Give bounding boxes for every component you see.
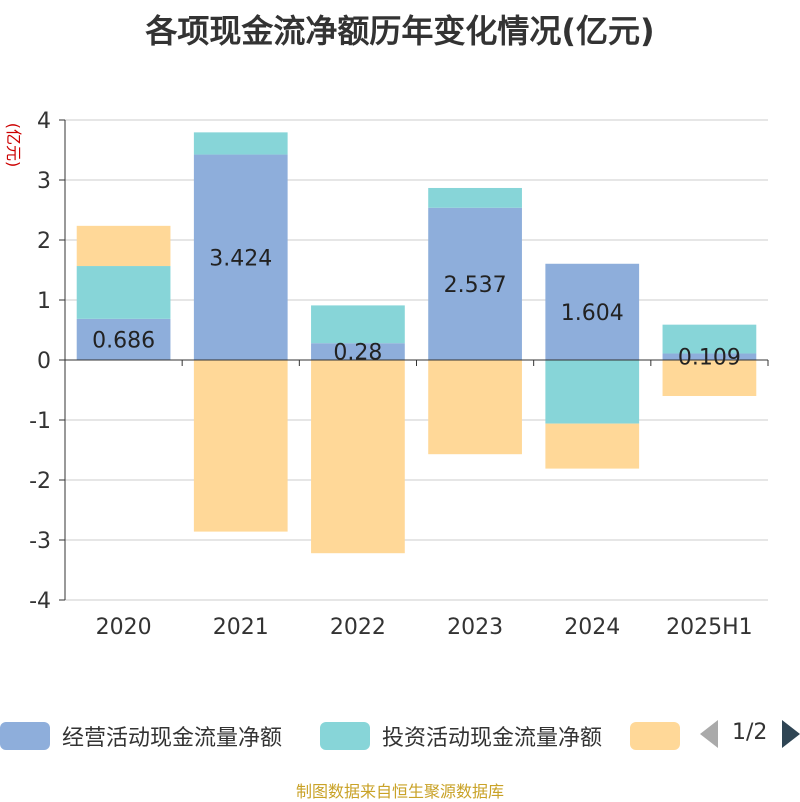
pager-text: 1/2 [732, 720, 768, 745]
y-tick-label: 1 [37, 289, 51, 314]
y-tick-label: -1 [29, 409, 51, 434]
legend-label-investing: 投资活动现金流量净额 [382, 726, 603, 751]
legend-swatch-financing [630, 722, 680, 750]
bar-2022-series-2 [311, 360, 405, 554]
bar-2021-series-2 [193, 360, 288, 532]
bar-2022-series-1 [311, 305, 405, 344]
y-tick-label: -4 [29, 589, 51, 614]
x-tick-label: 2024 [564, 615, 620, 640]
y-tick-label: 0 [37, 349, 51, 374]
bar-2022-series-0 [311, 343, 405, 360]
x-tick-label: 2020 [96, 615, 152, 640]
bar-2020-series-0 [76, 318, 171, 360]
bar-2020-series-1 [76, 266, 171, 319]
bar-2025H1-series-1 [662, 324, 757, 354]
bar-2023-series-0 [428, 207, 522, 360]
bar-2021-series-1 [193, 132, 288, 155]
x-tick-label: 2021 [213, 615, 269, 640]
data-label-operating: 1.604 [561, 301, 624, 326]
data-label-operating: 0.686 [92, 328, 155, 353]
bar-2025H1-series-0 [662, 353, 757, 360]
y-tick-label: -2 [29, 469, 51, 494]
pager-prev-icon[interactable] [700, 720, 718, 748]
y-tick-label: 3 [37, 169, 51, 194]
legend-pager: 1/2 [700, 718, 800, 752]
bar-2020-series-2 [76, 225, 171, 267]
x-tick-label: 2023 [447, 615, 503, 640]
legend-label-operating: 经营活动现金流量净额 [62, 726, 283, 751]
bar-2023-series-1 [428, 187, 522, 208]
bar-2024-series-0 [545, 263, 640, 360]
data-label-operating: 2.537 [444, 273, 507, 298]
bar-2023-series-2 [428, 360, 522, 455]
source-note: 制图数据来自恒生聚源数据库 [295, 782, 504, 801]
bar-2024-series-1 [545, 360, 640, 424]
legend-item-investing[interactable]: 投资活动现金流量净额 [320, 716, 602, 756]
legend-swatch-investing [320, 722, 370, 750]
chart-title: 各项现金流净额历年变化情况(亿元) [145, 12, 655, 50]
y-tick-label: -3 [29, 529, 51, 554]
legend-item-financing[interactable] [630, 716, 680, 756]
data-label-operating: 0.28 [333, 341, 382, 366]
y-tick-label: 2 [37, 229, 51, 254]
x-tick-label: 2025H1 [666, 615, 753, 640]
data-label-operating: 0.109 [678, 346, 741, 371]
data-label-operating: 3.424 [209, 246, 272, 271]
bar-2021-series-0 [193, 154, 288, 360]
pager-next-icon[interactable] [782, 720, 800, 748]
y-tick-label: 4 [37, 109, 51, 134]
legend-swatch-operating [0, 722, 50, 750]
bar-2024-series-2 [545, 423, 640, 469]
x-tick-label: 2022 [330, 615, 386, 640]
bar-2025H1-series-2 [662, 360, 757, 396]
legend: 经营活动现金流量净额 投资活动现金流量净额 [0, 716, 800, 756]
y-axis-label: (亿元) [4, 123, 23, 168]
legend-item-operating[interactable]: 经营活动现金流量净额 [0, 716, 282, 756]
